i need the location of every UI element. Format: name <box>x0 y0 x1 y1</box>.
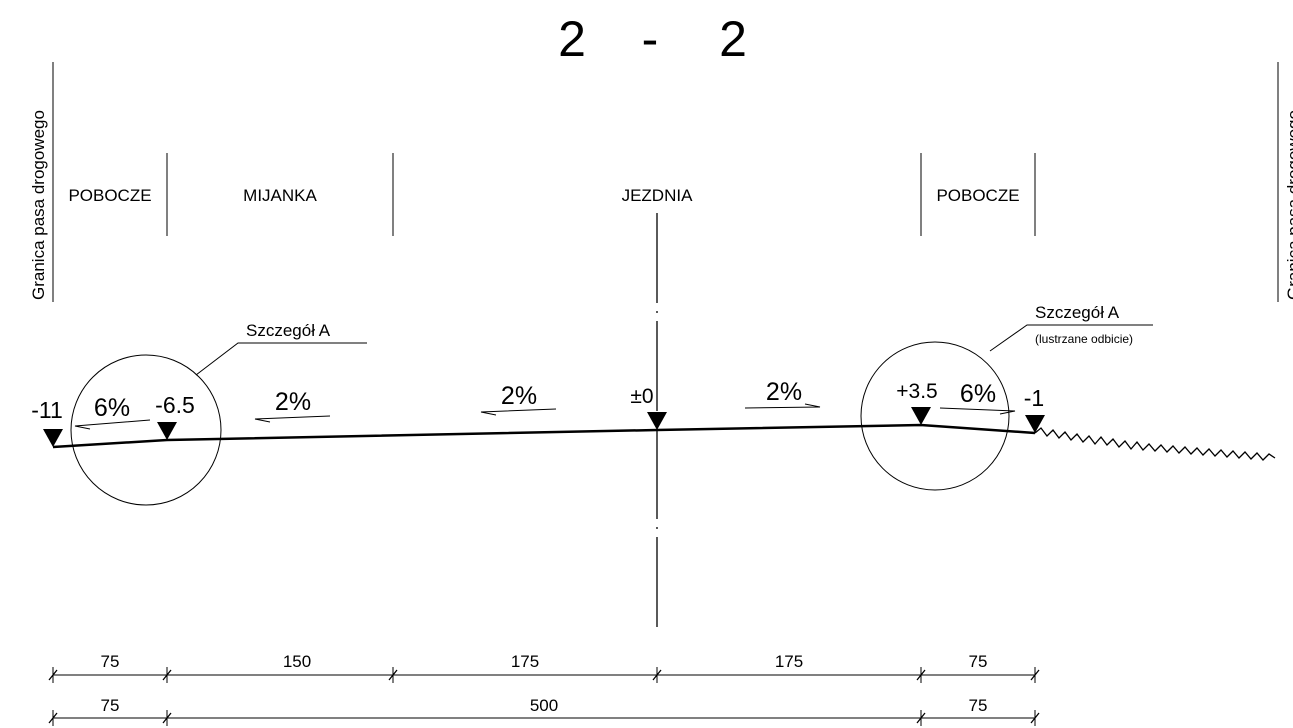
zone-label-pobocze-right: POBOCZE <box>936 186 1019 205</box>
boundary-label-right: Granica pasa drogowego <box>1284 110 1293 300</box>
title-part-right: 2 <box>719 11 747 67</box>
detail-circle-right <box>860 341 1010 491</box>
zone-label-pobocze-left: POBOCZE <box>68 186 151 205</box>
slope-arrow <box>254 415 331 423</box>
elevation-triangle-icon <box>1025 415 1045 433</box>
slope-label: 6% <box>960 380 996 408</box>
dimension-tick <box>1030 669 1040 681</box>
dimension-row-1: 75 150 175 175 75 <box>48 652 1040 683</box>
section-title: 2 - 2 <box>558 11 747 67</box>
dimension-tick <box>916 669 926 681</box>
terrain-zigzag <box>1034 427 1276 461</box>
dimension-value: 175 <box>775 652 803 671</box>
detail-leader-left <box>195 342 367 376</box>
dimension-value: 75 <box>101 696 120 715</box>
dimension-tick <box>162 712 172 724</box>
dimension-tick <box>48 669 58 681</box>
dimension-tick <box>162 669 172 681</box>
dimension-value: 500 <box>530 696 558 715</box>
dimension-value: 150 <box>283 652 311 671</box>
slope-marker: 6% <box>939 380 1016 415</box>
zone-label-jezdnia: JEZDNIA <box>622 186 694 205</box>
elevation-triangle-icon <box>647 412 667 430</box>
title-part-dash: - <box>642 11 659 67</box>
dimension-tick <box>48 712 58 724</box>
boundary-label-left: Granica pasa drogowego <box>29 110 48 300</box>
dimension-tick <box>916 712 926 724</box>
title-part-left: 2 <box>558 11 586 67</box>
detail-note-right: (lustrzane odbicie) <box>1035 332 1133 346</box>
dimension-value: 75 <box>101 652 120 671</box>
elevation-triangle-icon <box>43 429 63 447</box>
slope-arrow <box>939 407 1016 415</box>
dimension-tick <box>388 669 398 681</box>
dimension-value: 75 <box>969 696 988 715</box>
elevation-label: ±0 <box>630 385 653 408</box>
slope-arrow <box>744 403 821 409</box>
elevation-label: -1 <box>1024 385 1044 411</box>
slope-label: 2% <box>766 378 802 406</box>
elevation-triangle-icon <box>911 407 931 425</box>
zone-label-mijanka: MIJANKA <box>243 186 317 205</box>
slope-label: 2% <box>501 382 537 410</box>
elevation-triangle-icon <box>157 422 177 440</box>
elevation-label: -11 <box>31 397 63 423</box>
dimension-tick <box>652 669 662 681</box>
detail-leader-right <box>989 324 1153 352</box>
slope-marker: 2% <box>744 378 821 409</box>
slope-arrow <box>480 408 557 416</box>
slope-marker: 2% <box>480 382 557 416</box>
road-surface-profile <box>52 423 1036 449</box>
dimension-tick <box>1030 712 1040 724</box>
slope-marker: 2% <box>254 388 331 423</box>
slope-label: 6% <box>94 394 130 422</box>
detail-label-right: Szczegół A <box>1035 303 1120 322</box>
elevation-label: +3.5 <box>896 380 937 403</box>
slope-arrow <box>74 419 151 430</box>
dimension-value: 75 <box>969 652 988 671</box>
slope-marker: 6% <box>74 394 151 430</box>
dimension-row-2: 75 500 75 <box>48 696 1040 726</box>
detail-circle-left <box>70 354 222 506</box>
slope-label: 2% <box>275 388 311 416</box>
detail-label-left: Szczegół A <box>246 321 331 340</box>
dimension-value: 175 <box>511 652 539 671</box>
elevation-label: -6.5 <box>155 392 195 418</box>
